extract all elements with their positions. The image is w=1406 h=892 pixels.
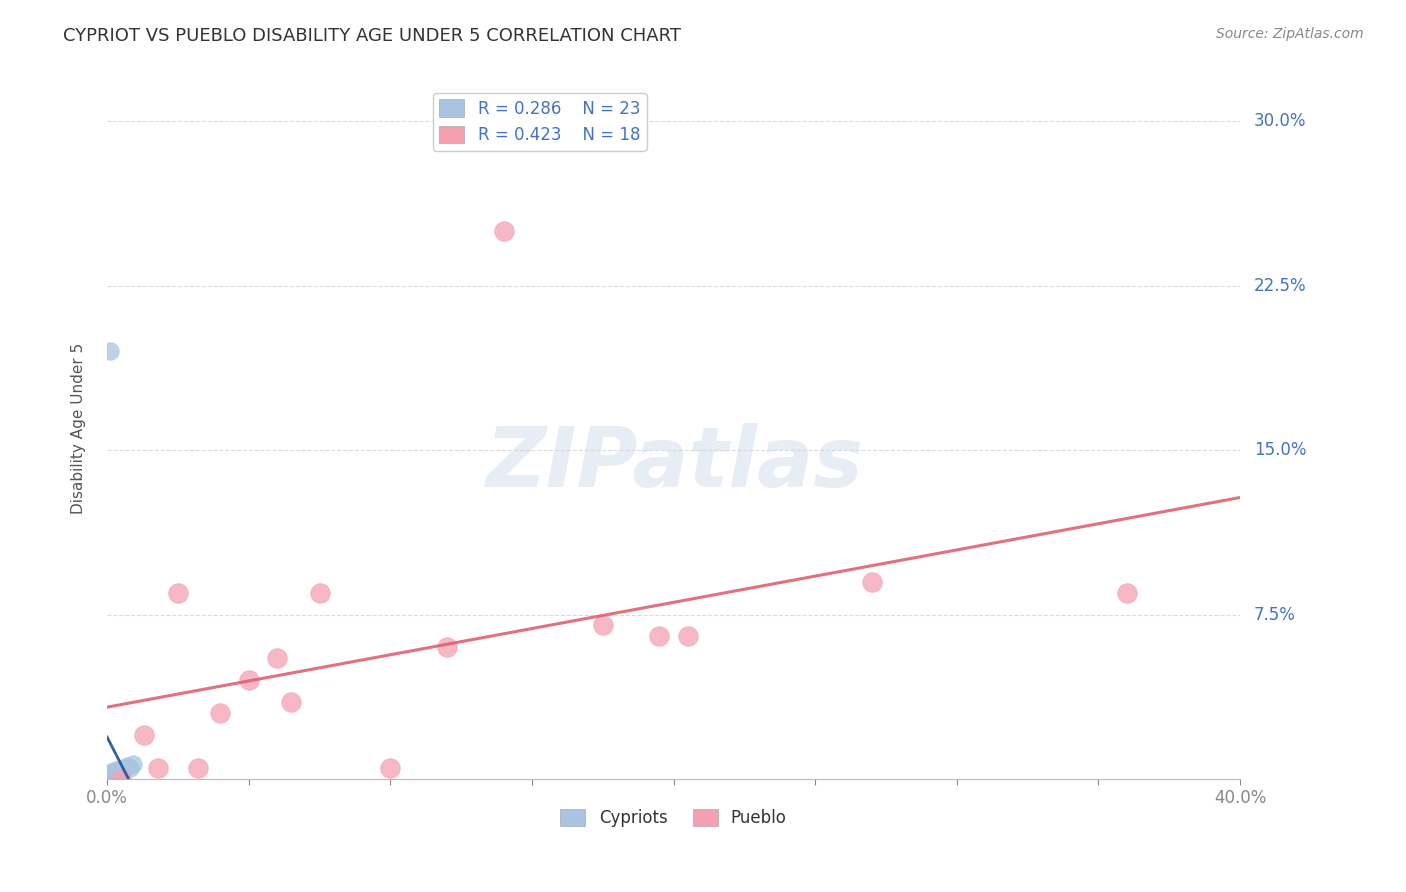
Point — [132, 728, 155, 742]
Point — [107, 763, 129, 777]
Point — [648, 629, 671, 643]
Point — [107, 765, 129, 780]
Point — [110, 772, 132, 786]
Point — [101, 767, 124, 781]
Text: ZIPatlas: ZIPatlas — [485, 423, 862, 504]
Point — [1115, 585, 1137, 599]
Text: 30.0%: 30.0% — [1254, 112, 1306, 130]
Legend: Cypriots, Pueblo: Cypriots, Pueblo — [554, 802, 793, 834]
Point — [121, 756, 143, 771]
Text: Source: ZipAtlas.com: Source: ZipAtlas.com — [1216, 27, 1364, 41]
Point — [98, 770, 121, 784]
Point — [266, 651, 288, 665]
Point — [101, 765, 124, 780]
Point — [436, 640, 458, 655]
Point — [104, 770, 127, 784]
Point — [97, 770, 120, 784]
Point — [380, 761, 402, 775]
Point — [98, 772, 121, 786]
Point — [860, 574, 883, 589]
Point — [238, 673, 260, 688]
Text: 15.0%: 15.0% — [1254, 442, 1306, 459]
Text: CYPRIOT VS PUEBLO DISABILITY AGE UNDER 5 CORRELATION CHART: CYPRIOT VS PUEBLO DISABILITY AGE UNDER 5… — [63, 27, 682, 45]
Point — [187, 761, 209, 775]
Point — [110, 763, 132, 777]
Point — [209, 706, 232, 721]
Point — [97, 767, 120, 781]
Point — [676, 629, 699, 643]
Point — [98, 772, 121, 786]
Point — [110, 767, 132, 781]
Text: 7.5%: 7.5% — [1254, 606, 1296, 624]
Point — [308, 585, 330, 599]
Point — [98, 772, 121, 786]
Point — [115, 758, 138, 772]
Point — [492, 224, 515, 238]
Point — [146, 761, 169, 775]
Point — [592, 618, 614, 632]
Point — [98, 344, 121, 359]
Point — [104, 765, 127, 780]
Point — [167, 585, 190, 599]
Text: 22.5%: 22.5% — [1254, 277, 1306, 294]
Point — [101, 770, 124, 784]
Point — [104, 767, 127, 781]
Point — [280, 695, 302, 709]
Point — [104, 763, 127, 777]
Y-axis label: Disability Age Under 5: Disability Age Under 5 — [72, 343, 86, 514]
Point — [100, 765, 122, 780]
Point — [112, 761, 135, 775]
Point — [118, 761, 141, 775]
